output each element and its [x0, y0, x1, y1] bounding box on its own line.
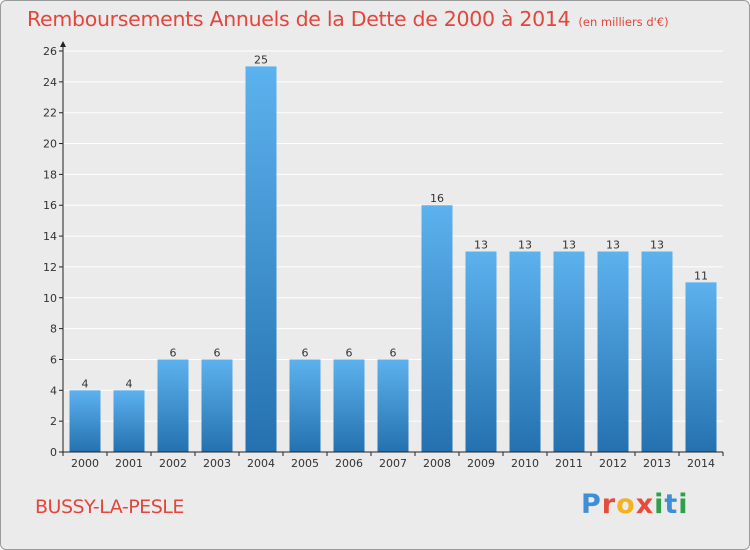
logo-letter: r	[601, 489, 617, 520]
logo-letter: t	[664, 489, 679, 520]
logo-letter: i	[678, 489, 689, 520]
bar	[685, 282, 717, 452]
commune-name: BUSSY-LA-PESLE	[35, 496, 184, 518]
logo-letter: P	[581, 489, 602, 520]
logo-letter: x	[635, 489, 655, 520]
data-label: 6	[390, 346, 397, 359]
data-labels: 4 4 6 6 25 6 6 6 16 13 13 13 13 13 11	[82, 53, 709, 390]
bar	[333, 359, 365, 452]
y-tick-label: 2	[50, 415, 57, 428]
chart-unit: (en milliers d'€)	[578, 15, 669, 29]
y-tick-label: 26	[43, 45, 57, 58]
data-label: 4	[126, 377, 133, 390]
x-tick-label: 2006	[335, 457, 363, 470]
bar	[289, 359, 321, 452]
data-label: 6	[214, 346, 221, 359]
x-tick-label: 2000	[71, 457, 99, 470]
y-tick-label: 18	[43, 168, 57, 181]
bar	[201, 359, 233, 452]
data-label: 13	[606, 239, 620, 252]
data-label: 13	[562, 239, 576, 252]
bar	[509, 251, 541, 452]
bar	[69, 390, 101, 452]
x-tick-label: 2008	[423, 457, 451, 470]
data-label: 4	[82, 377, 89, 390]
y-tick-label: 0	[50, 446, 57, 459]
bar	[421, 205, 453, 452]
y-axis-arrow	[60, 41, 66, 47]
proxiti-logo: Proxiti	[581, 489, 689, 520]
bar	[113, 390, 145, 452]
logo-letter: o	[616, 489, 636, 520]
data-label: 6	[170, 346, 177, 359]
bar	[597, 251, 629, 452]
y-tick-label: 24	[43, 76, 57, 89]
data-label: 6	[302, 346, 309, 359]
y-tick-label: 16	[43, 199, 57, 212]
data-label: 16	[430, 192, 444, 205]
y-tick-label: 8	[50, 323, 57, 336]
y-tick-label: 20	[43, 138, 57, 151]
bar	[377, 359, 409, 452]
bar	[553, 251, 585, 452]
bar	[245, 66, 277, 452]
x-tick-label: 2009	[467, 457, 495, 470]
x-tick-label: 2011	[555, 457, 583, 470]
x-tick-label: 2003	[203, 457, 231, 470]
data-label: 13	[518, 239, 532, 252]
y-tick-label: 6	[50, 353, 57, 366]
data-label: 13	[474, 239, 488, 252]
x-tick-label: 2014	[687, 457, 715, 470]
y-tick-label: 14	[43, 230, 57, 243]
y-tick-label: 12	[43, 261, 57, 274]
logo-letter: i	[654, 489, 665, 520]
y-tick-label: 4	[50, 384, 57, 397]
x-tick-label: 2013	[643, 457, 671, 470]
chart-title-text: Remboursements Annuels de la Dette de 20…	[27, 7, 571, 31]
x-tick-label: 2004	[247, 457, 275, 470]
bar	[465, 251, 497, 452]
x-tick-label: 2010	[511, 457, 539, 470]
bar	[157, 359, 189, 452]
bar	[641, 251, 673, 452]
bars	[69, 66, 717, 452]
data-label: 13	[650, 239, 664, 252]
data-label: 6	[346, 346, 353, 359]
data-label: 25	[254, 53, 268, 66]
x-tick-label: 2007	[379, 457, 407, 470]
x-tick-label: 2001	[115, 457, 143, 470]
x-tick-label: 2002	[159, 457, 187, 470]
x-tick-label: 2012	[599, 457, 627, 470]
data-label: 11	[694, 269, 708, 282]
chart-title: Remboursements Annuels de la Dette de 20…	[27, 7, 669, 31]
x-tick-label: 2005	[291, 457, 319, 470]
y-tick-label: 22	[43, 107, 57, 120]
y-tick-label: 10	[43, 292, 57, 305]
